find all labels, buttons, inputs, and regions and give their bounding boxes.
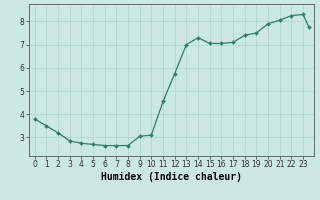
X-axis label: Humidex (Indice chaleur): Humidex (Indice chaleur) [101,172,242,182]
